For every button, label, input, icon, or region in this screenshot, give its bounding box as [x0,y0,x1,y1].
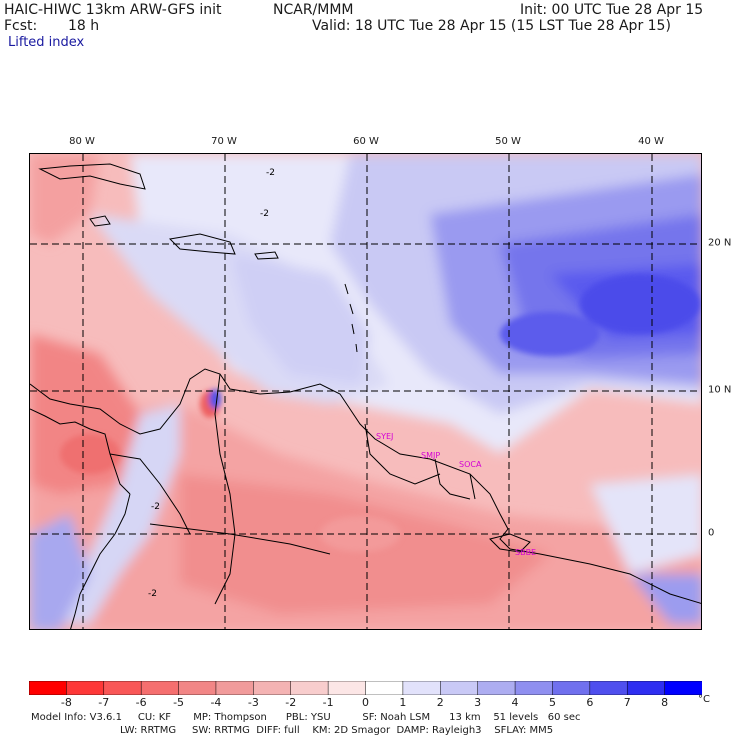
contour-label: -2 [148,589,157,599]
colorbar-swatch [215,681,255,695]
colorbar-tick-label: 1 [399,696,407,709]
station-label-smjp: SMJP [421,451,441,460]
colorbar-tick-label: -6 [135,696,147,709]
colorbar-swatch [589,681,628,695]
colorbar-swatch [626,681,666,695]
colorbar-unit: °C [698,694,710,705]
lon-label-50w: 50 W [495,136,521,147]
init-time: Init: 00 UTC Tue 28 Apr 15 [520,2,704,18]
colorbar-swatch [290,681,329,695]
colorbar-swatch [514,681,554,695]
colorbar-tick-label: -2 [285,696,297,709]
colorbar-tick-label: -4 [210,696,222,709]
colorbar-swatch [103,681,142,695]
station-label-syej: SYEJ [376,432,394,441]
model-info-line2: LW: RRTMG SW: RRTMG DIFF: full KM: 2D Sm… [120,725,554,736]
colorbar-tick-label: 0 [362,696,369,709]
lifted-index-field: -2 -2 -2 -2 [30,154,701,629]
colorbar-swatch [402,681,442,695]
lon-label-70w: 70 W [211,136,237,147]
forecast-label: Fcst: [4,18,38,34]
lon-label-80w: 80 W [69,136,95,147]
colorbar-tick-label: 7 [623,696,631,709]
colorbar-swatch [365,681,404,695]
colorbar-tick-label: -5 [173,696,185,709]
colorbar-tick-label: -1 [322,696,334,709]
forecast-hours: 18 h [68,18,100,34]
colorbar-tick-label: -7 [98,696,110,709]
colorbar-tick-label: 4 [511,696,519,709]
lat-label-equator: 0 [708,527,715,539]
colorbar-tick-label: -3 [247,696,259,709]
lat-label-10n: 10 N [708,384,732,396]
valid-time: Valid: 18 UTC Tue 28 Apr 15 (15 LST Tue … [312,18,671,34]
station-label-soca: SOCA [459,460,482,469]
colorbar-tick-label: -8 [60,696,72,709]
colorbar-swatch [552,681,591,695]
colorbar-swatch [477,681,516,695]
colorbar-swatch [440,681,479,695]
colorbar-tick-label: 8 [661,696,669,709]
contour-label: -2 [260,209,269,219]
colorbar-swatch [253,681,292,695]
contour-label: -2 [151,502,160,512]
colorbar-swatch [140,681,180,695]
colorbar-swatch [66,681,105,695]
field-name: Lifted index [8,35,85,50]
map-panel: -2 -2 -2 -2 [29,153,702,630]
colorbar-tick-label: 2 [436,696,444,709]
colorbar-tick-label: 3 [474,696,482,709]
colorbar-swatch [664,681,702,695]
colorbar [29,681,702,695]
colorbar-swatch [327,681,367,695]
colorbar-tick-label: 5 [548,696,556,709]
station-label-sbbe: SBBE [515,548,537,557]
model-info-line1: Model Info: V3.6.1 CU: KF MP: Thompson P… [31,712,581,723]
colorbar-swatch [178,681,217,695]
colorbar-swatch [29,681,68,695]
contour-label: -2 [266,168,275,178]
model-title: HAIC-HIWC 13km ARW-GFS init [4,2,222,18]
colorbar-tick-label: 6 [586,696,594,709]
lon-label-40w: 40 W [638,136,664,147]
organization-label: NCAR/MMM [273,2,354,18]
lon-label-60w: 60 W [353,136,379,147]
lat-label-20n: 20 N [708,237,732,249]
